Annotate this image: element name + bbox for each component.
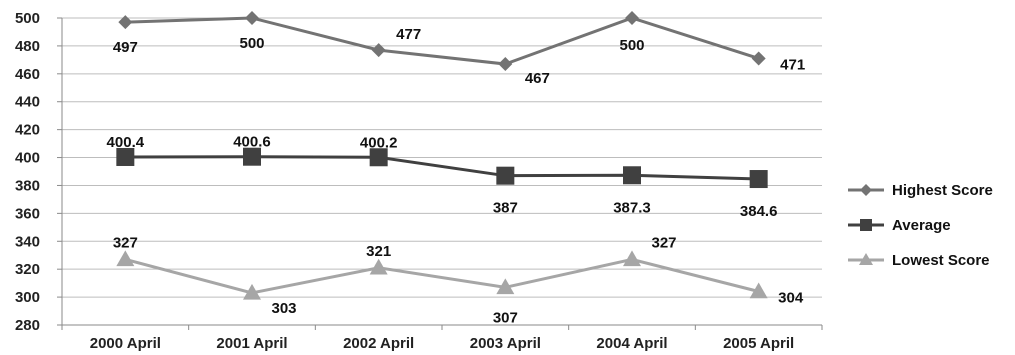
data-point-marker [116,250,135,267]
x-tick-label: 2001 April [216,335,287,352]
data-point-marker [369,258,388,275]
data-point-marker [749,170,768,189]
legend: Highest Score Average Lowest Score [848,182,993,269]
data-label: 477 [396,26,421,43]
series-layer [116,11,768,300]
data-label: 497 [113,39,138,56]
series-highest-score [118,11,766,72]
y-tick-label: 400 [15,150,40,167]
x-tick-label: 2002 April [343,335,414,352]
series-line [124,257,760,295]
legend-item: Lowest Score [848,252,990,269]
data-point-marker [498,57,513,72]
x-tick-label: 2000 April [90,335,161,352]
legend-marker [860,219,872,231]
data-label: 467 [525,70,550,87]
data-labels: 497 500 477 467 500 471 400.4 400.6 400.2 387 387.… [107,26,806,326]
data-label: 400.4 [107,134,145,151]
data-point-marker [369,148,388,167]
y-tick-label: 500 [15,10,40,27]
data-point-marker [751,51,766,66]
data-point-marker [243,283,261,300]
data-label: 303 [271,300,296,317]
legend-item: Highest Score [848,182,993,199]
y-tick-label: 340 [15,233,40,250]
data-label: 321 [366,243,391,260]
data-label: 387.3 [613,199,651,216]
data-point-marker [118,15,133,30]
data-label: 304 [778,290,804,307]
series-average [116,147,768,189]
legend-label: Lowest Score [892,252,990,269]
y-tick-label: 280 [15,317,40,334]
data-label: 500 [619,37,644,54]
data-point-marker [243,147,261,166]
y-tick-label: 480 [15,38,40,55]
y-tick-label: 420 [15,122,40,139]
data-label: 384.6 [740,203,778,220]
legend-item: Average [848,217,951,234]
data-point-marker [623,166,641,185]
y-tick-label: 320 [15,261,40,278]
data-label: 500 [239,35,264,52]
series-lowest-score [116,250,768,300]
y-tick-label: 460 [15,66,40,83]
y-tick-label: 300 [15,289,40,306]
y-tick-label: 360 [15,205,40,222]
axes: 280 300 320 340 360 380 400 420 440 460 480 500 2000… [15,10,823,352]
legend-marker [859,253,873,265]
data-label: 327 [113,234,138,251]
data-point-marker [496,278,515,295]
data-point-marker [245,11,259,25]
data-label: 307 [493,309,518,326]
data-point-marker [371,43,386,58]
data-point-marker [625,11,639,25]
data-label: 387 [493,200,518,217]
data-label: 327 [651,234,676,251]
series-line [125,155,759,181]
legend-marker [860,184,872,196]
x-tick-label: 2003 April [470,335,541,352]
y-tick-label: 380 [15,177,40,194]
data-label: 471 [780,56,805,73]
x-tick-label: 2004 April [596,335,667,352]
y-tick-label: 440 [15,94,40,111]
legend-label: Highest Score [892,182,993,199]
series-line [125,16,760,66]
data-point-marker [116,147,135,166]
data-point-marker [749,282,768,299]
data-label: 400.2 [360,134,398,151]
legend-label: Average [892,217,951,234]
x-tick-label: 2005 April [723,335,794,352]
data-label: 400.6 [233,134,271,151]
data-point-marker [496,166,515,185]
data-point-marker [623,250,641,267]
